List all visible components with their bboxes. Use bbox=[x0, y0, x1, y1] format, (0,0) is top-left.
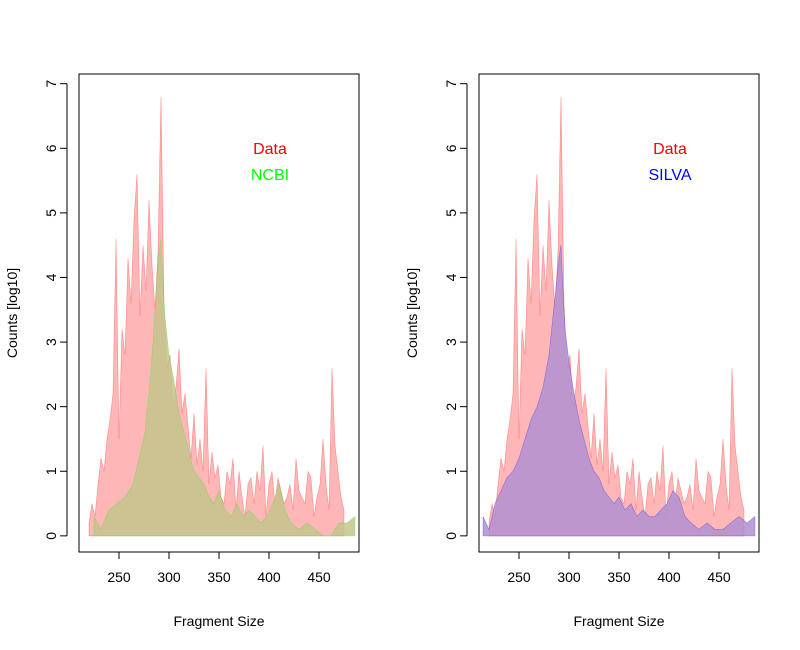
x-tick-label: 400 bbox=[657, 569, 681, 585]
y-tick-label: 5 bbox=[43, 209, 59, 217]
y-axis-title: Counts [log10] bbox=[4, 268, 20, 358]
x-tick-label: 450 bbox=[307, 569, 331, 585]
y-tick-label: 1 bbox=[43, 467, 59, 475]
x-tick-label: 300 bbox=[157, 569, 181, 585]
chart-panel-1: 250 300 350 400 450 0 1 2 3 4 5 6 7 Fragment Size Coun… bbox=[4, 73, 360, 629]
x-tick-label: 350 bbox=[607, 569, 631, 585]
series-area-silva bbox=[482, 245, 756, 537]
y-tick-label: 0 bbox=[443, 532, 459, 540]
y-tick-label: 7 bbox=[43, 80, 59, 88]
x-tick-label: 300 bbox=[557, 569, 581, 585]
x-tick-label: 250 bbox=[107, 569, 131, 585]
series-area-data bbox=[88, 96, 345, 537]
legend-entry-ncbi: NCBI bbox=[251, 167, 289, 184]
y-tick-label: 2 bbox=[443, 403, 459, 411]
y-tick-label: 3 bbox=[443, 338, 459, 346]
chart-panel-2: 250 300 350 400 450 0 1 2 3 4 5 6 7 Fragment Size Coun… bbox=[404, 73, 760, 629]
x-axis-title: Fragment Size bbox=[173, 613, 264, 629]
x-axis-title: Fragment Size bbox=[573, 613, 664, 629]
y-tick-label: 3 bbox=[43, 338, 59, 346]
y-tick-label: 7 bbox=[443, 80, 459, 88]
y-tick-label: 5 bbox=[443, 209, 459, 217]
y-tick-label: 6 bbox=[443, 144, 459, 152]
y-tick-label: 4 bbox=[43, 273, 59, 281]
legend-entry-data: Data bbox=[653, 141, 687, 158]
y-tick-label: 4 bbox=[443, 273, 459, 281]
x-tick-label: 250 bbox=[507, 569, 531, 585]
x-tick-label: 350 bbox=[207, 569, 231, 585]
x-tick-label: 450 bbox=[707, 569, 731, 585]
y-tick-label: 0 bbox=[43, 532, 59, 540]
legend-entry-silva: SILVA bbox=[649, 167, 692, 184]
legend-entry-data: Data bbox=[253, 141, 287, 158]
y-tick-label: 6 bbox=[43, 144, 59, 152]
x-tick-label: 400 bbox=[257, 569, 281, 585]
y-tick-label: 2 bbox=[43, 403, 59, 411]
y-tick-label: 1 bbox=[443, 467, 459, 475]
series-area-ncbi bbox=[93, 238, 356, 537]
y-axis-title: Counts [log10] bbox=[404, 268, 420, 358]
